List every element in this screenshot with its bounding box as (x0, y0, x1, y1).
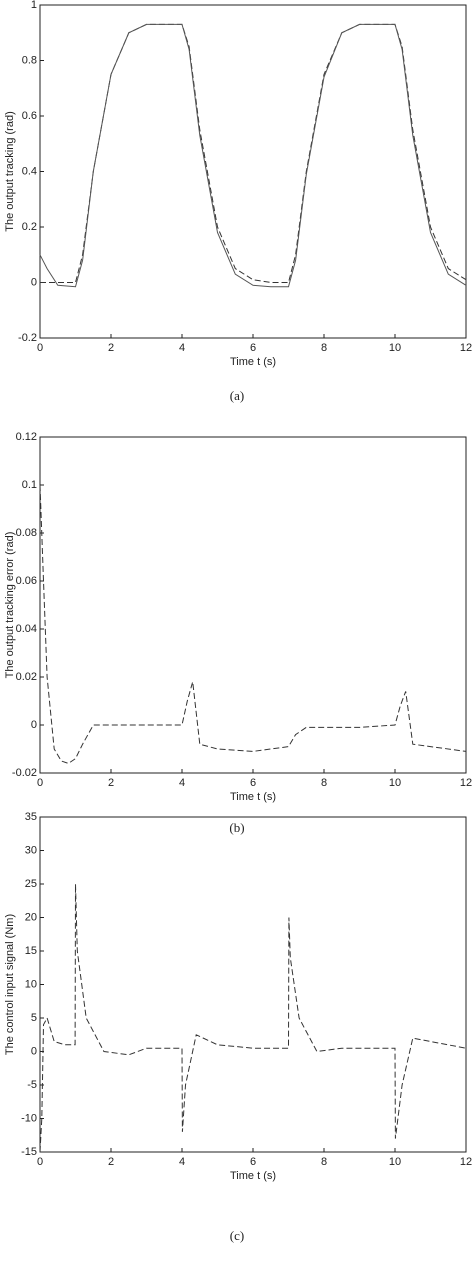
x-tick-label: 4 (179, 342, 185, 354)
x-tick-label: 2 (108, 777, 114, 789)
plot-frame (39, 436, 467, 774)
x-tick-label: 10 (389, 342, 401, 354)
x-tick-label: 2 (108, 1156, 114, 1168)
x-tick-label: 8 (321, 342, 327, 354)
y-tick-label: 0.1 (22, 479, 37, 491)
y-tick-label: 25 (25, 878, 37, 890)
data-line (39, 883, 467, 1153)
y-tick-label: -5 (27, 1079, 37, 1091)
y-tick-label: 10 (25, 978, 37, 990)
caption: (b) (229, 820, 244, 835)
caption: (c) (230, 1228, 244, 1243)
x-tick-label: 8 (321, 777, 327, 789)
y-axis-label: The control input signal (Nm) (4, 914, 16, 1055)
x-tick-label: 8 (321, 1156, 327, 1168)
y-tick-label: 30 (25, 844, 37, 856)
x-axis-label: Time t (s) (230, 356, 276, 368)
y-tick-label: 0.02 (16, 671, 37, 683)
y-tick-label: 0.8 (22, 54, 37, 66)
x-tick-label: 0 (37, 777, 43, 789)
data-line (40, 23, 467, 283)
x-tick-label: 4 (179, 1156, 185, 1168)
x-axis-label: Time t (s) (230, 1170, 276, 1182)
y-tick-label: 0.04 (16, 623, 37, 635)
x-tick-label: 0 (37, 342, 43, 354)
x-tick-label: 12 (460, 1156, 472, 1168)
y-tick-label: 15 (25, 945, 37, 957)
x-tick-label: 12 (460, 777, 472, 789)
y-tick-label: 0.6 (22, 110, 37, 122)
y-tick-label: 0.08 (16, 527, 37, 539)
y-tick-label: 20 (25, 911, 37, 923)
data-line (39, 23, 467, 288)
x-tick-label: 6 (250, 342, 256, 354)
x-tick-label: 0 (37, 1156, 43, 1168)
x-tick-label: 2 (108, 342, 114, 354)
y-tick-label: -0.2 (18, 332, 37, 344)
y-tick-label: 0 (31, 1045, 37, 1057)
y-tick-label: 1 (31, 0, 37, 11)
y-tick-label: 35 (25, 811, 37, 823)
x-tick-label: 10 (389, 1156, 401, 1168)
y-tick-label: -0.02 (12, 767, 37, 779)
x-tick-label: 6 (250, 777, 256, 789)
data-line (39, 484, 467, 764)
y-axis-label: The output tracking (rad) (4, 111, 16, 231)
y-tick-label: 0 (31, 276, 37, 288)
y-tick-label: 0.06 (16, 575, 37, 587)
x-tick-label: 6 (250, 1156, 256, 1168)
y-axis-label: The output tracking error (rad) (4, 532, 16, 679)
plot-frame (39, 816, 467, 1153)
caption: (a) (230, 388, 244, 403)
y-tick-label: 0.4 (22, 165, 37, 177)
plot-frame (39, 4, 467, 339)
y-tick-label: 5 (31, 1012, 37, 1024)
x-tick-label: 10 (389, 777, 401, 789)
x-axis-label: Time t (s) (230, 791, 276, 803)
x-tick-label: 12 (460, 342, 472, 354)
y-tick-label: 0.2 (22, 221, 37, 233)
y-tick-label: 0.12 (16, 431, 37, 443)
x-tick-label: 4 (179, 777, 185, 789)
y-tick-label: -15 (21, 1146, 37, 1158)
y-tick-label: 0 (31, 719, 37, 731)
y-tick-label: -10 (21, 1112, 37, 1124)
